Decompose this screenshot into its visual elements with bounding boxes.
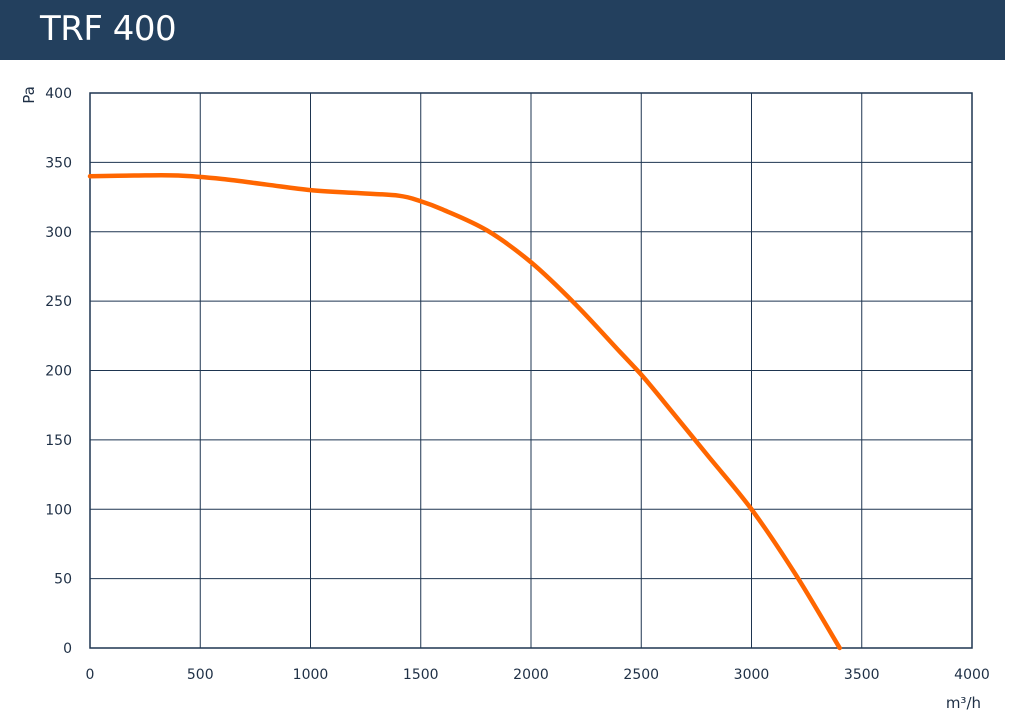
series-line — [87, 173, 842, 651]
plot-frame — [89, 92, 973, 649]
title-bar: TRF 400 — [0, 0, 1005, 60]
y-tick-label: 250 — [45, 294, 72, 310]
x-tick-label: 1500 — [403, 667, 439, 683]
y-axis-label: Pa — [20, 86, 38, 104]
y-tick-label: 350 — [45, 155, 72, 171]
x-tick-label: 3500 — [844, 667, 880, 683]
x-tick-label: 3000 — [734, 667, 770, 683]
x-tick-label: 500 — [187, 667, 214, 683]
y-tick-label: 150 — [45, 433, 72, 449]
x-tick-label: 2000 — [513, 667, 549, 683]
y-tick-label: 400 — [45, 86, 72, 102]
x-tick-label: 4000 — [954, 667, 990, 683]
x-tick-label: 0 — [86, 667, 95, 683]
x-tick-label: 2500 — [623, 667, 659, 683]
y-tick-label: 50 — [54, 572, 72, 588]
x-axis-label: m³/h — [946, 694, 981, 712]
x-tick-label: 1000 — [293, 667, 329, 683]
y-tick-label: 0 — [63, 641, 72, 657]
y-tick-label: 300 — [45, 225, 72, 241]
y-tick-label: 200 — [45, 364, 72, 380]
y-tick-label: 100 — [45, 502, 72, 518]
chart-title: TRF 400 — [40, 9, 177, 49]
